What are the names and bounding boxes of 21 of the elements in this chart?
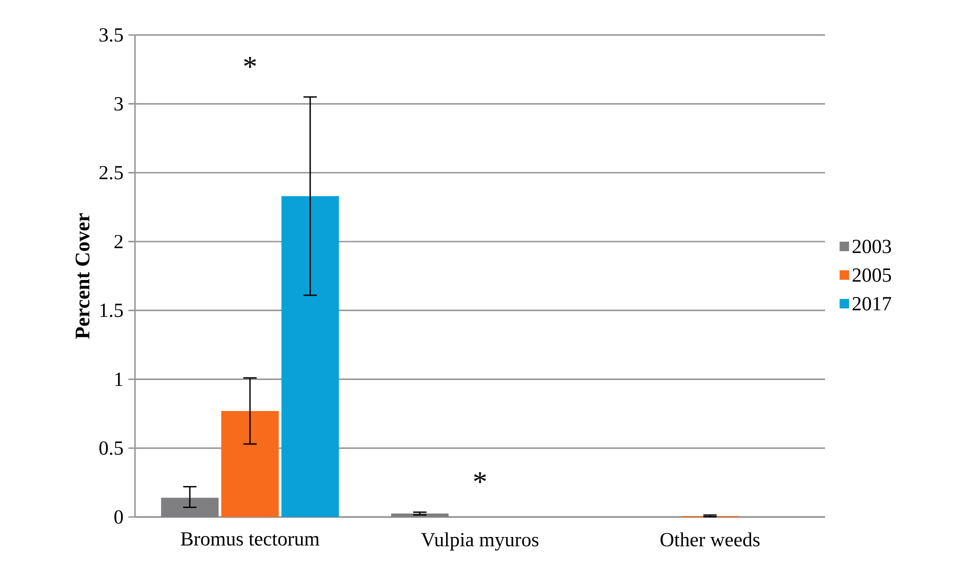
y-tick-label: 3.5 <box>100 28 123 42</box>
y-tick-label: 2 <box>114 234 123 248</box>
y-tick-label: 1 <box>115 372 122 386</box>
bar <box>161 498 219 517</box>
annotation: * <box>244 57 256 68</box>
y-tick-label: 0 <box>114 510 123 524</box>
y-tick-label: 0.5 <box>99 441 123 455</box>
legend-label: 2017 <box>852 296 892 310</box>
y-tick-label: 3 <box>114 97 123 111</box>
x-tick-label: Vulpia myuros <box>421 532 538 551</box>
y-axis-title: Percent Cover <box>76 213 90 339</box>
annotation: * <box>474 472 486 484</box>
y-tick-label: 2.5 <box>100 166 123 180</box>
x-tick-label: Other weeds <box>660 532 760 546</box>
legend-label: 2003 <box>852 240 891 254</box>
bar <box>391 514 449 517</box>
x-tick-label: Bromus tectorum <box>180 532 320 546</box>
y-tick-label: 1.5 <box>100 304 123 318</box>
bar <box>221 410 279 517</box>
legend-label: 2005 <box>852 268 891 282</box>
bar <box>281 196 339 517</box>
